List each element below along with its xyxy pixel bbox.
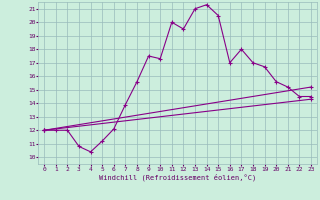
X-axis label: Windchill (Refroidissement éolien,°C): Windchill (Refroidissement éolien,°C) xyxy=(99,173,256,181)
